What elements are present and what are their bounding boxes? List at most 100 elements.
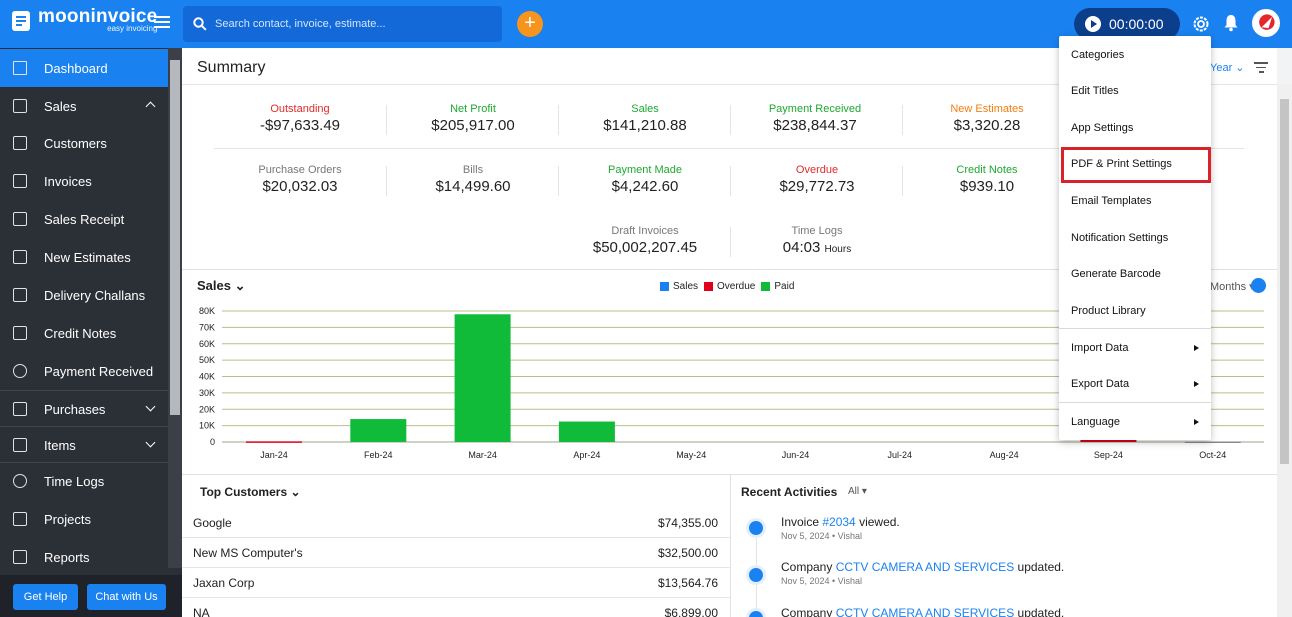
mail-icon xyxy=(746,518,766,538)
metric-new-estimates[interactable]: New Estimates $3,320.28 xyxy=(901,103,1073,135)
y-tick-label: 60K xyxy=(199,339,215,349)
y-tick-label: 10K xyxy=(199,421,215,431)
metric-value: $238,844.37 xyxy=(773,117,857,134)
activity-filter[interactable]: All ▾ xyxy=(848,486,867,497)
period-label: Months xyxy=(1210,281,1247,293)
table-row[interactable]: New MS Computer's $32,500.00 xyxy=(182,537,730,568)
main-scrollbar[interactable] xyxy=(1277,84,1292,617)
chevron-down-icon xyxy=(145,401,156,412)
sidebar-item-delivery-challans[interactable]: Delivery Challans xyxy=(0,276,168,314)
activity-suffix: updated. xyxy=(1014,606,1065,617)
metric-label: Bills xyxy=(462,164,484,176)
sidebar-item-label: Projects xyxy=(44,511,91,527)
divider xyxy=(386,105,387,135)
clock-icon xyxy=(13,474,27,488)
activity-link[interactable]: #2034 xyxy=(822,515,856,529)
menu-item-generate-barcode[interactable]: Generate Barcode xyxy=(1071,268,1161,280)
sidebar-item-credit-notes[interactable]: Credit Notes xyxy=(0,314,168,352)
period-select[interactable]: Months ▾ xyxy=(1210,280,1255,293)
menu-item-import-data[interactable]: Import Data xyxy=(1059,330,1211,366)
get-help-button[interactable]: Get Help xyxy=(13,584,78,610)
top-customers-title[interactable]: Top Customers ⌄ xyxy=(200,485,301,499)
sidebar-item-label: Items xyxy=(44,437,76,453)
sidebar-scrollbar[interactable] xyxy=(168,48,182,568)
menu-item-notification-settings[interactable]: Notification Settings xyxy=(1071,232,1169,244)
sales-chart-title-label: Sales xyxy=(197,278,231,293)
settings-menu: Categories Edit Titles App Settings PDF … xyxy=(1059,36,1211,440)
sidebar-item-purchases[interactable]: Purchases xyxy=(0,390,168,428)
add-button[interactable]: + xyxy=(517,11,543,37)
timer-button[interactable]: 00:00:00 xyxy=(1074,8,1180,40)
menu-item-pdf-print-settings[interactable]: PDF & Print Settings xyxy=(1071,158,1172,170)
invoice-icon xyxy=(13,174,27,188)
menu-icon[interactable] xyxy=(154,16,170,30)
sidebar-item-new-estimates[interactable]: New Estimates xyxy=(0,238,168,276)
chat-button[interactable]: Chat with Us xyxy=(87,584,166,610)
scrollbar-thumb[interactable] xyxy=(1280,99,1289,464)
sidebar-item-dashboard[interactable]: Dashboard xyxy=(0,49,168,87)
activity-text: Company CCTV CAMERA AND SERVICES updated… xyxy=(781,560,1064,574)
menu-item-label: Import Data xyxy=(1071,342,1129,354)
metric-value: $3,320.28 xyxy=(953,117,1021,134)
menu-item-export-data[interactable]: Export Data xyxy=(1059,366,1211,402)
metric-bills[interactable]: Bills $14,499.60 xyxy=(387,164,559,196)
activity-link[interactable]: CCTV CAMERA AND SERVICES xyxy=(835,606,1015,617)
sidebar-item-sales[interactable]: Sales xyxy=(0,87,168,125)
metric-time-logs[interactable]: Time Logs 04:03 Hours xyxy=(731,225,903,259)
x-tick-label: Sep-24 xyxy=(1094,450,1123,460)
sidebar-item-customers[interactable]: Customers xyxy=(0,124,168,162)
sidebar-item-sales-receipt[interactable]: Sales Receipt xyxy=(0,200,168,238)
filter-icon[interactable] xyxy=(1254,62,1268,76)
gear-icon[interactable] xyxy=(1191,14,1211,34)
metric-label: Net Profit xyxy=(450,103,496,115)
year-filter[interactable]: Year ⌄ xyxy=(1210,62,1245,74)
table-row[interactable]: Google $74,355.00 xyxy=(182,507,730,538)
menu-divider xyxy=(1059,328,1211,329)
table-row[interactable]: NA $6,899.00 xyxy=(182,597,730,617)
app-logo[interactable]: mooninvoice easy invoicing xyxy=(10,7,157,33)
menu-item-product-library[interactable]: Product Library xyxy=(1071,305,1146,317)
search-input[interactable] xyxy=(215,18,485,30)
search-box[interactable] xyxy=(183,6,502,42)
menu-item-edit-titles[interactable]: Edit Titles xyxy=(1071,85,1119,97)
sidebar-item-projects[interactable]: Projects xyxy=(0,500,168,538)
activity-link[interactable]: CCTV CAMERA AND SERVICES xyxy=(835,560,1015,574)
sidebar-item-invoices[interactable]: Invoices xyxy=(0,162,168,200)
sales-chart-title[interactable]: Sales ⌄ xyxy=(197,278,246,293)
legend-swatch xyxy=(761,282,771,291)
menu-item-email-templates[interactable]: Email Templates xyxy=(1071,195,1152,207)
activity-prefix: Invoice xyxy=(781,515,823,529)
divider xyxy=(558,105,559,135)
metric-payment-made[interactable]: Payment Made $4,242.60 xyxy=(559,164,731,196)
metric-draft-invoices[interactable]: Draft Invoices $50,002,207.45 xyxy=(559,225,731,257)
metric-outstanding[interactable]: Outstanding -$97,633.49 xyxy=(214,103,386,135)
legend-item[interactable]: Sales xyxy=(660,281,698,292)
metric-value: -$97,633.49 xyxy=(259,117,341,134)
menu-item-app-settings[interactable]: App Settings xyxy=(1071,122,1134,134)
sidebar-item-items[interactable]: Items xyxy=(0,426,168,464)
sidebar-item-reports[interactable]: Reports xyxy=(0,538,168,576)
menu-divider xyxy=(1059,402,1211,403)
legend-item[interactable]: Paid xyxy=(761,281,794,292)
metric-credit-notes[interactable]: Credit Notes $939.10 xyxy=(901,164,1073,196)
sidebar-item-payment-received[interactable]: Payment Received xyxy=(0,352,168,390)
metric-net-profit[interactable]: Net Profit $205,917.00 xyxy=(387,103,559,135)
scrollbar-thumb[interactable] xyxy=(170,60,180,415)
payment-icon xyxy=(13,364,27,378)
sidebar-item-time-logs[interactable]: Time Logs xyxy=(0,462,168,500)
customer-amount: $74,355.00 xyxy=(657,516,718,530)
legend-item[interactable]: Overdue xyxy=(704,281,755,292)
menu-item-language[interactable]: Language xyxy=(1059,404,1211,440)
metric-overdue[interactable]: Overdue $29,772.73 xyxy=(731,164,903,196)
x-tick-label: Jun-24 xyxy=(782,450,810,460)
metric-purchase-orders[interactable]: Purchase Orders $20,032.03 xyxy=(214,164,386,196)
bell-icon[interactable] xyxy=(1223,14,1239,32)
menu-item-categories[interactable]: Categories xyxy=(1071,49,1125,61)
avatar[interactable] xyxy=(1252,9,1280,37)
chart-type-icon[interactable] xyxy=(1251,278,1266,293)
chart-bar xyxy=(1184,441,1241,444)
metric-payment-received[interactable]: Payment Received $238,844.37 xyxy=(729,103,901,135)
metric-label: Overdue xyxy=(795,164,839,176)
metric-sales[interactable]: Sales $141,210.88 xyxy=(559,103,731,135)
table-row[interactable]: Jaxan Corp $13,564.76 xyxy=(182,567,730,598)
